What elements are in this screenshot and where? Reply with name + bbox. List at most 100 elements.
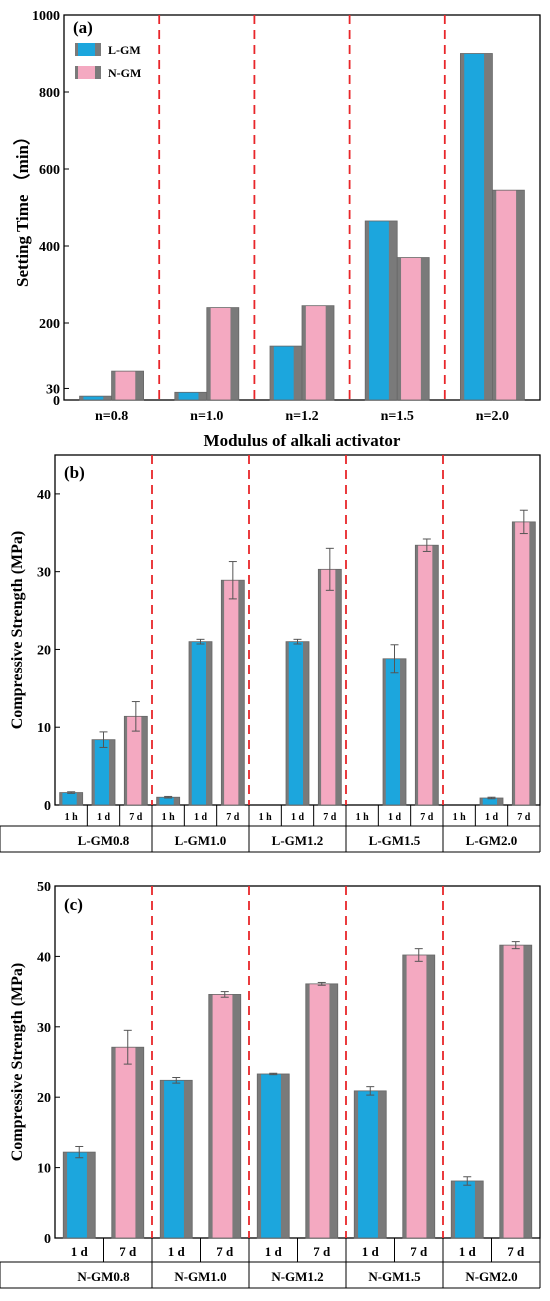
- panel-c-bar: [62, 1151, 96, 1239]
- panel-c-bar-face: [503, 945, 524, 1238]
- panel-b-bar-face: [288, 641, 304, 805]
- panel-a-x-tick-label: n=1.2: [285, 409, 318, 424]
- panel-a-bar-lgm-face: [178, 392, 199, 400]
- panel-c-age-label: 7 d: [216, 1244, 234, 1259]
- panel-a-y-tick-label: 1000: [32, 9, 60, 24]
- panel-a-bar-lgm: [174, 391, 208, 401]
- panel-c-y-tick-label: 30: [37, 1021, 51, 1036]
- panel-c-y-tick-label: 50: [37, 880, 51, 895]
- panel-a-y-tick-label: 30: [46, 382, 60, 397]
- panel-a-y-tick-label: 0: [53, 394, 60, 409]
- panel-b-error: [228, 561, 237, 600]
- panel-c-age-label: 1 d: [265, 1244, 283, 1259]
- panel-b-group-label: L-GM0.8: [78, 833, 130, 848]
- panel-b-bar-face: [418, 545, 433, 805]
- panel-b-error: [390, 644, 399, 674]
- panel-b-bar-face: [159, 797, 174, 805]
- panel-b-error: [67, 791, 76, 794]
- panel-a-bar-ngm-face: [401, 257, 421, 400]
- panel-c-age-label: 1 d: [168, 1244, 186, 1259]
- panel-a-bar-ngm-face: [305, 305, 326, 400]
- panel-c-age-label: 1 d: [362, 1244, 380, 1259]
- panel-c-bar: [208, 994, 242, 1239]
- panel-b-age-label: 1 h: [65, 812, 79, 823]
- panel-b-error: [131, 701, 140, 732]
- panel-a-bar-lgm-face: [273, 346, 294, 400]
- panel-c-group-label: N-GM1.2: [271, 1269, 323, 1284]
- panel-c-bar-face: [115, 1047, 136, 1238]
- panel-c-bar: [402, 954, 436, 1239]
- panel-a-bar-lgm: [364, 220, 398, 401]
- panel-b-error: [519, 509, 528, 535]
- panel-a-bar-lgm: [79, 395, 112, 401]
- panel-a-x-tick-label: n=1.0: [190, 409, 223, 424]
- panel-b-bar-face: [127, 716, 142, 805]
- panel-b-group-label: L-GM1.2: [272, 833, 324, 848]
- panel-a-legend: [75, 43, 101, 79]
- panel-a-x-tick-label: n=1.5: [381, 409, 414, 424]
- panel-c-bar-face: [406, 954, 427, 1238]
- panel-c-y-tick-label: 20: [37, 1091, 51, 1106]
- panel-b-bar: [123, 715, 148, 806]
- panel-a-bar-ngm-face: [210, 307, 231, 400]
- panel-c-error: [414, 948, 423, 962]
- panel-c-bar: [499, 944, 533, 1239]
- panel-c-bar-face: [358, 1090, 378, 1238]
- panel-a-bar-ngm: [491, 189, 525, 401]
- panel-b-error: [422, 538, 431, 552]
- panel-b-y-tick-label: 40: [37, 488, 51, 503]
- panel-a-x-axis-label: Modulus of alkali activator: [204, 431, 401, 450]
- panel-a-y-axis-label: Setting Time （min）: [12, 128, 32, 287]
- panel-b-bar-face: [321, 569, 336, 805]
- panel-a-bar-ngm-outline: [206, 307, 240, 401]
- panel-c-bar-face: [455, 1180, 475, 1238]
- panel-a-bar-lgm: [269, 345, 303, 401]
- panel-b-age-label: 1 h: [259, 812, 273, 823]
- panel-c-error: [366, 1086, 375, 1096]
- panel-a-bar-ngm-outline: [301, 305, 335, 401]
- panel-b-age-label: 7 d: [129, 812, 143, 823]
- panel-b-bar: [59, 792, 84, 806]
- panel-a-x-tick-label: n=2.0: [476, 409, 509, 424]
- panel-c-y-tick-label: 40: [37, 950, 51, 965]
- panel-b-y-tick-label: 10: [37, 721, 51, 736]
- panel-a-y-tick-label: 600: [39, 163, 60, 178]
- panel-c-y-tick-label: 0: [44, 1232, 51, 1247]
- panel-c-bar: [450, 1180, 484, 1239]
- panel-c-error: [317, 981, 326, 986]
- panel-c-age-label: 1 d: [71, 1244, 89, 1259]
- panel-b-y-axis-label: Compressive Strength (MPa): [9, 531, 26, 730]
- panel-b-age-label: 7 d: [226, 812, 240, 823]
- panel-c-bar-face: [212, 994, 233, 1238]
- panel-b-age-label: 1 d: [291, 812, 305, 823]
- panel-c-group-label: N-GM0.8: [77, 1269, 130, 1284]
- panel-b-bar-face: [191, 641, 207, 805]
- panel-a-bar-lgm-face: [464, 53, 485, 400]
- panel-b-label: (b): [64, 463, 85, 482]
- panel-a-legend-label: N-GM: [108, 66, 141, 80]
- panel-c-bar: [305, 983, 339, 1239]
- panel-c-bar-face: [261, 1073, 281, 1238]
- panel-c-bar: [256, 1073, 290, 1239]
- panel-b-age-label: 1 d: [388, 812, 402, 823]
- panel-b-bar: [511, 521, 536, 806]
- panel-c-bar-face: [164, 1080, 184, 1238]
- panel-b-bar-face: [482, 798, 498, 805]
- panel-b-bar-face: [224, 580, 239, 805]
- panel-c-label: (c): [64, 895, 83, 914]
- panel-a-legend-label: L-GM: [108, 43, 141, 57]
- panel-b-age-label: 1 d: [485, 812, 499, 823]
- panel-b-bar: [317, 568, 342, 806]
- panel-b-bar: [382, 658, 407, 806]
- panel-c-age-label: 1 d: [459, 1244, 477, 1259]
- panel-a-bar-lgm: [459, 53, 493, 401]
- panel-a-bar-lgm-face: [369, 220, 389, 400]
- panel-b-y-tick-label: 0: [44, 799, 51, 814]
- panel-b-group-label: L-GM1.0: [175, 833, 227, 848]
- panel-b-age-label: 1 h: [356, 812, 370, 823]
- panel-a-y-tick-label: 400: [39, 240, 60, 255]
- panel-b-group-label: L-GM2.0: [466, 833, 518, 848]
- panel-b-bar: [414, 544, 439, 806]
- panel-a-y-tick-label: 800: [39, 86, 60, 101]
- panel-a-x-tick-label: n=0.8: [95, 409, 128, 424]
